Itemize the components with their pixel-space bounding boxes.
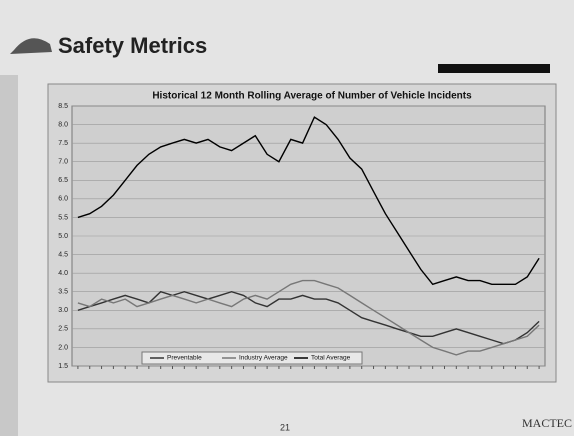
y-tick-label: 4.0 <box>58 270 68 277</box>
y-tick-label: 1.5 <box>58 363 68 370</box>
sidebar <box>0 75 18 436</box>
y-tick-label: 6.0 <box>58 196 68 203</box>
slide-title: Safety Metrics <box>58 33 207 58</box>
legend <box>141 351 363 365</box>
y-tick-label: 8.0 <box>58 121 68 128</box>
legend-label: Preventable <box>167 355 202 362</box>
legend-label: Total Average <box>311 355 351 362</box>
header-bar <box>438 64 550 73</box>
y-tick-label: 5.0 <box>58 233 68 240</box>
series-line <box>77 116 540 286</box>
y-tick-label: 2.5 <box>58 326 68 333</box>
y-tick-label: 3.0 <box>58 307 68 314</box>
y-tick-label: 7.5 <box>58 140 68 147</box>
series-line <box>77 290 540 345</box>
chart-title: Historical 12 Month Rolling Average of N… <box>152 91 472 102</box>
series-line <box>77 279 540 356</box>
y-tick-label: 3.5 <box>58 289 68 296</box>
page-number: 21 <box>280 422 290 432</box>
y-tick-label: 2.0 <box>58 344 68 351</box>
y-tick-label: 4.5 <box>58 251 68 258</box>
y-tick-label: 6.5 <box>58 177 68 184</box>
logo: MACTEC <box>522 416 572 430</box>
y-tick-label: 8.5 <box>58 103 68 110</box>
y-tick-label: 5.5 <box>58 214 68 221</box>
y-tick-label: 7.0 <box>58 159 68 166</box>
legend-label: Industry Average <box>239 355 288 362</box>
helmet-icon <box>10 38 52 54</box>
